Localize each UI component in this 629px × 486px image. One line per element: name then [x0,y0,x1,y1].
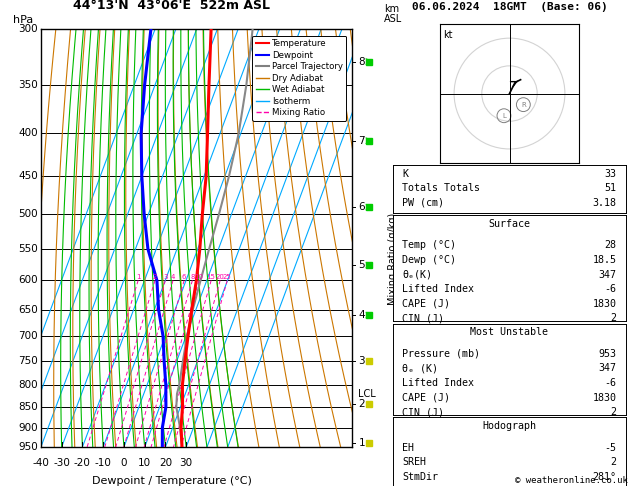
Text: θₑ(K): θₑ(K) [403,270,433,279]
Text: Lifted Index: Lifted Index [403,378,474,388]
Text: -40: -40 [33,458,49,468]
Text: 10: 10 [138,458,151,468]
Text: km
ASL: km ASL [384,4,402,24]
Text: R: R [521,102,526,107]
Text: -10: -10 [95,458,111,468]
Text: 51: 51 [604,183,616,193]
Text: θₑ (K): θₑ (K) [403,364,438,373]
Text: PW (cm): PW (cm) [403,198,445,208]
Text: 8: 8 [359,56,365,67]
Text: 450: 450 [18,171,38,181]
Text: Pressure (mb): Pressure (mb) [403,349,481,359]
Text: 1: 1 [136,275,140,280]
Text: 33: 33 [604,169,616,178]
Text: -6: -6 [604,378,616,388]
Text: 650: 650 [18,305,38,314]
Text: 1830: 1830 [593,299,616,309]
Legend: Temperature, Dewpoint, Parcel Trajectory, Dry Adiabat, Wet Adiabat, Isotherm, Mi: Temperature, Dewpoint, Parcel Trajectory… [252,35,347,121]
Text: 2: 2 [611,407,616,417]
Text: 2: 2 [153,275,157,280]
Text: 06.06.2024  18GMT  (Base: 06): 06.06.2024 18GMT (Base: 06) [411,2,608,13]
Text: CIN (J): CIN (J) [403,313,445,323]
Text: 20: 20 [216,275,225,280]
Text: 347: 347 [599,270,616,279]
Text: 2: 2 [611,457,616,467]
Text: 800: 800 [18,380,38,390]
Text: 950: 950 [18,442,38,452]
Text: Most Unstable: Most Unstable [470,327,548,337]
Text: 1: 1 [359,437,365,448]
Text: 20: 20 [159,458,172,468]
Text: -5: -5 [604,443,616,452]
Text: -30: -30 [53,458,70,468]
Text: 750: 750 [18,356,38,366]
Text: 3: 3 [359,356,365,366]
Text: 1830: 1830 [593,393,616,402]
Text: 28: 28 [604,241,616,250]
Text: 5: 5 [359,260,365,270]
Text: K: K [403,169,408,178]
Text: 500: 500 [18,209,38,219]
Text: 3: 3 [163,275,167,280]
Text: Temp (°C): Temp (°C) [403,241,457,250]
Text: 3.18: 3.18 [593,198,616,208]
Text: 300: 300 [18,24,38,34]
Text: Hodograph: Hodograph [482,421,537,431]
Text: 2: 2 [611,313,616,323]
Text: LCL: LCL [359,389,376,399]
Text: 850: 850 [18,402,38,412]
Text: 900: 900 [18,422,38,433]
Text: 600: 600 [18,276,38,285]
Text: EH: EH [403,443,415,452]
Text: 953: 953 [599,349,616,359]
Text: 350: 350 [18,80,38,90]
Text: © weatheronline.co.uk: © weatheronline.co.uk [515,476,628,485]
Text: 0: 0 [121,458,127,468]
Text: CAPE (J): CAPE (J) [403,299,450,309]
Text: 347: 347 [599,364,616,373]
Text: 281°: 281° [593,472,616,482]
Text: Mixing Ratio (g/kg): Mixing Ratio (g/kg) [387,213,398,305]
Text: 2: 2 [359,399,365,409]
Text: Dewp (°C): Dewp (°C) [403,255,457,265]
Text: 15: 15 [207,275,216,280]
Text: Totals Totals: Totals Totals [403,183,481,193]
Text: 44°13'N  43°06'E  522m ASL: 44°13'N 43°06'E 522m ASL [73,0,270,13]
Text: 25: 25 [223,275,231,280]
Text: StmDir: StmDir [403,472,438,482]
Text: 6: 6 [359,202,365,212]
Text: 6: 6 [182,275,186,280]
Text: 7: 7 [359,136,365,146]
Text: 8: 8 [190,275,194,280]
Text: 700: 700 [18,331,38,341]
Text: 18.5: 18.5 [593,255,616,265]
Text: 4: 4 [359,310,365,320]
Text: -6: -6 [604,284,616,294]
Text: CIN (J): CIN (J) [403,407,445,417]
Text: 10: 10 [194,275,203,280]
Text: 4: 4 [171,275,175,280]
Text: 400: 400 [18,128,38,139]
Text: -20: -20 [74,458,91,468]
Text: 30: 30 [180,458,192,468]
Text: Lifted Index: Lifted Index [403,284,474,294]
Text: hPa: hPa [13,15,33,25]
Text: 550: 550 [18,244,38,254]
Text: SREH: SREH [403,457,426,467]
Text: L: L [502,113,506,119]
Text: CAPE (J): CAPE (J) [403,393,450,402]
Text: Surface: Surface [489,219,530,228]
Text: Dewpoint / Temperature (°C): Dewpoint / Temperature (°C) [92,476,252,486]
Text: kt: kt [443,30,452,40]
